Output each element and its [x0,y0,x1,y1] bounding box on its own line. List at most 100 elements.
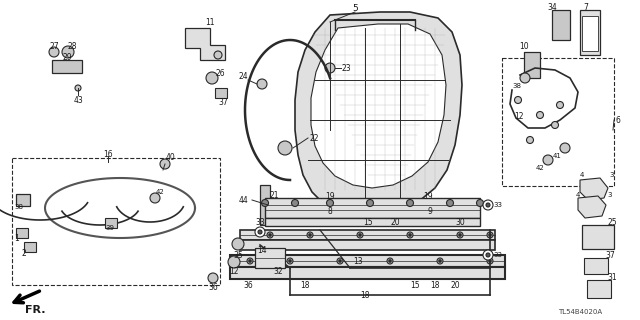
Circle shape [267,232,273,238]
Text: 32: 32 [273,268,283,276]
Circle shape [208,273,218,283]
Text: 29: 29 [62,52,72,61]
Text: 11: 11 [205,18,215,27]
Circle shape [483,250,493,260]
Circle shape [439,260,441,262]
Circle shape [489,234,492,236]
Bar [24,242,36,252]
Circle shape [457,232,463,238]
Text: TL54B4020A: TL54B4020A [558,309,602,315]
Polygon shape [578,196,606,218]
Circle shape [309,234,311,236]
Text: 12: 12 [229,268,239,276]
Circle shape [388,260,391,262]
Text: 7: 7 [584,3,588,12]
Circle shape [232,238,244,250]
Text: 41: 41 [552,153,561,159]
Text: 34: 34 [547,3,557,12]
Bar [215,88,227,98]
Text: 20: 20 [450,281,460,290]
Bar [16,228,28,238]
Text: 40: 40 [165,153,175,162]
Text: 6: 6 [616,116,621,124]
Circle shape [409,234,412,236]
Bar [230,255,505,267]
Text: 12: 12 [515,111,524,121]
Circle shape [487,232,493,238]
Bar [105,218,117,228]
Text: 19: 19 [423,191,433,201]
Circle shape [486,203,490,207]
Bar [587,280,611,298]
Circle shape [269,234,271,236]
Bar [52,60,82,73]
Bar [230,267,505,279]
Text: 3: 3 [610,172,614,178]
Circle shape [557,101,563,108]
Circle shape [536,111,543,118]
Circle shape [459,234,461,236]
Text: 14: 14 [257,245,267,254]
Bar [12,158,220,285]
Polygon shape [185,28,225,60]
Circle shape [483,200,493,210]
Text: 15: 15 [363,218,373,227]
Bar [255,248,285,268]
Bar [265,218,480,226]
Circle shape [437,258,443,264]
Bar [265,198,480,218]
Text: 13: 13 [353,258,363,267]
Circle shape [367,199,374,206]
Bar [260,185,270,225]
Circle shape [150,193,160,203]
Circle shape [160,159,170,169]
Circle shape [278,141,292,155]
Text: 44: 44 [238,196,248,204]
Circle shape [520,73,530,83]
Circle shape [487,258,493,264]
Text: 33: 33 [493,202,502,208]
Bar [552,10,570,40]
Circle shape [291,199,298,206]
Text: 18: 18 [430,281,440,290]
Circle shape [62,46,74,58]
Circle shape [337,258,343,264]
Bar [582,16,598,51]
Circle shape [543,155,553,165]
Polygon shape [295,12,462,217]
Text: 26: 26 [215,68,225,77]
Circle shape [249,260,251,262]
Text: 42: 42 [536,165,545,171]
Text: 22: 22 [310,133,319,142]
Circle shape [262,199,269,206]
Text: 15: 15 [410,281,420,290]
Circle shape [325,63,335,73]
Text: 38: 38 [513,83,522,89]
Text: 42: 42 [156,189,164,195]
Polygon shape [311,24,446,188]
Text: 43: 43 [73,95,83,105]
Text: 4: 4 [580,172,584,178]
Bar [582,225,614,249]
Text: 36: 36 [243,281,253,290]
Circle shape [560,143,570,153]
Circle shape [206,72,218,84]
Text: 19: 19 [325,191,335,201]
Bar [580,10,600,55]
Text: 31: 31 [607,274,617,283]
Text: 37: 37 [218,98,228,107]
Circle shape [489,260,492,262]
Circle shape [214,51,222,59]
Circle shape [339,260,341,262]
Text: 21: 21 [270,190,280,199]
Text: 38: 38 [14,204,23,210]
Bar [16,194,30,206]
Circle shape [515,97,522,103]
Circle shape [257,79,267,89]
Text: 18: 18 [300,281,310,290]
Text: 23: 23 [342,63,351,73]
Text: 2: 2 [22,250,26,259]
Bar [584,258,608,274]
Bar [240,240,495,250]
Text: 5: 5 [352,4,358,12]
